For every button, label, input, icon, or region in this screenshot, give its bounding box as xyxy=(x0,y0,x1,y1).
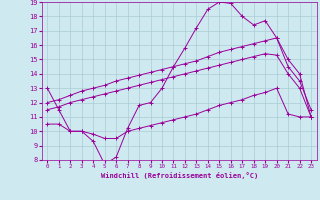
X-axis label: Windchill (Refroidissement éolien,°C): Windchill (Refroidissement éolien,°C) xyxy=(100,172,258,179)
